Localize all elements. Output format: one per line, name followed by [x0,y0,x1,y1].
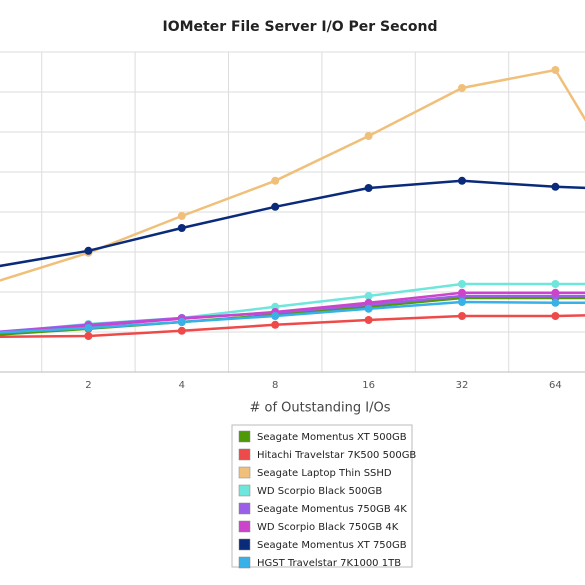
data-point [84,324,93,332]
data-point [551,66,560,74]
data-point [364,298,373,307]
legend-swatch [238,466,251,479]
series-line [0,300,585,334]
data-point [271,202,280,211]
data-point [458,280,466,288]
x-tick-label: 8 [272,380,278,391]
series-line [0,314,585,339]
legend-swatch [238,430,251,443]
legend-label: HGST Travelstar 7K1000 1TB [257,558,401,569]
data-point [458,312,466,320]
legend-label: Seagate Momentus XT 500GB [257,432,407,443]
legend-swatch [238,484,251,497]
data-point [458,176,466,185]
series-line [0,179,585,268]
data-point [458,298,466,306]
data-point [177,326,186,335]
legend-swatch [238,538,251,551]
x-tick-label: 16 [362,380,375,391]
data-point [364,304,373,313]
legend-label: Seagate Laptop Thin SSHD [257,468,392,479]
data-point [271,312,280,320]
data-point [364,292,373,300]
data-point [271,176,280,185]
series-line [0,291,585,334]
data-point [551,298,560,307]
legend-swatch [238,502,251,515]
data-point [177,212,186,220]
data-point [84,332,93,340]
x-tick-label: 2 [85,380,91,391]
data-point [364,132,373,140]
legend-label: Seagate Momentus XT 750GB [257,540,407,551]
x-tick-label: 4 [179,380,185,391]
data-point [551,312,560,320]
legend-swatch [238,520,251,533]
x-tick-label: 64 [549,380,562,391]
x-tick-label: 32 [456,380,469,391]
chart-title: IOMeter File Server I/O Per Second [162,19,437,35]
data-point [458,84,466,92]
data-point [84,246,93,255]
legend-swatch [238,448,251,461]
legend-label: WD Scorpio Black 750GB 4K [257,522,399,533]
legend [231,424,413,568]
x-axis-label: # of Outstanding I/Os [249,401,390,416]
data-point [364,316,373,324]
data-point [551,182,560,191]
legend-label: Seagate Momentus 750GB 4K [257,504,407,515]
legend-label: WD Scorpio Black 500GB [257,486,382,497]
data-point [177,318,186,326]
legend-label: Hitachi Travelstar 7K500 500GB [257,450,416,461]
data-point [551,288,560,297]
data-point [364,184,373,192]
data-point [177,224,186,232]
data-point [551,280,560,288]
data-point [271,320,280,329]
data-point [458,288,466,297]
legend-swatch [238,556,251,569]
